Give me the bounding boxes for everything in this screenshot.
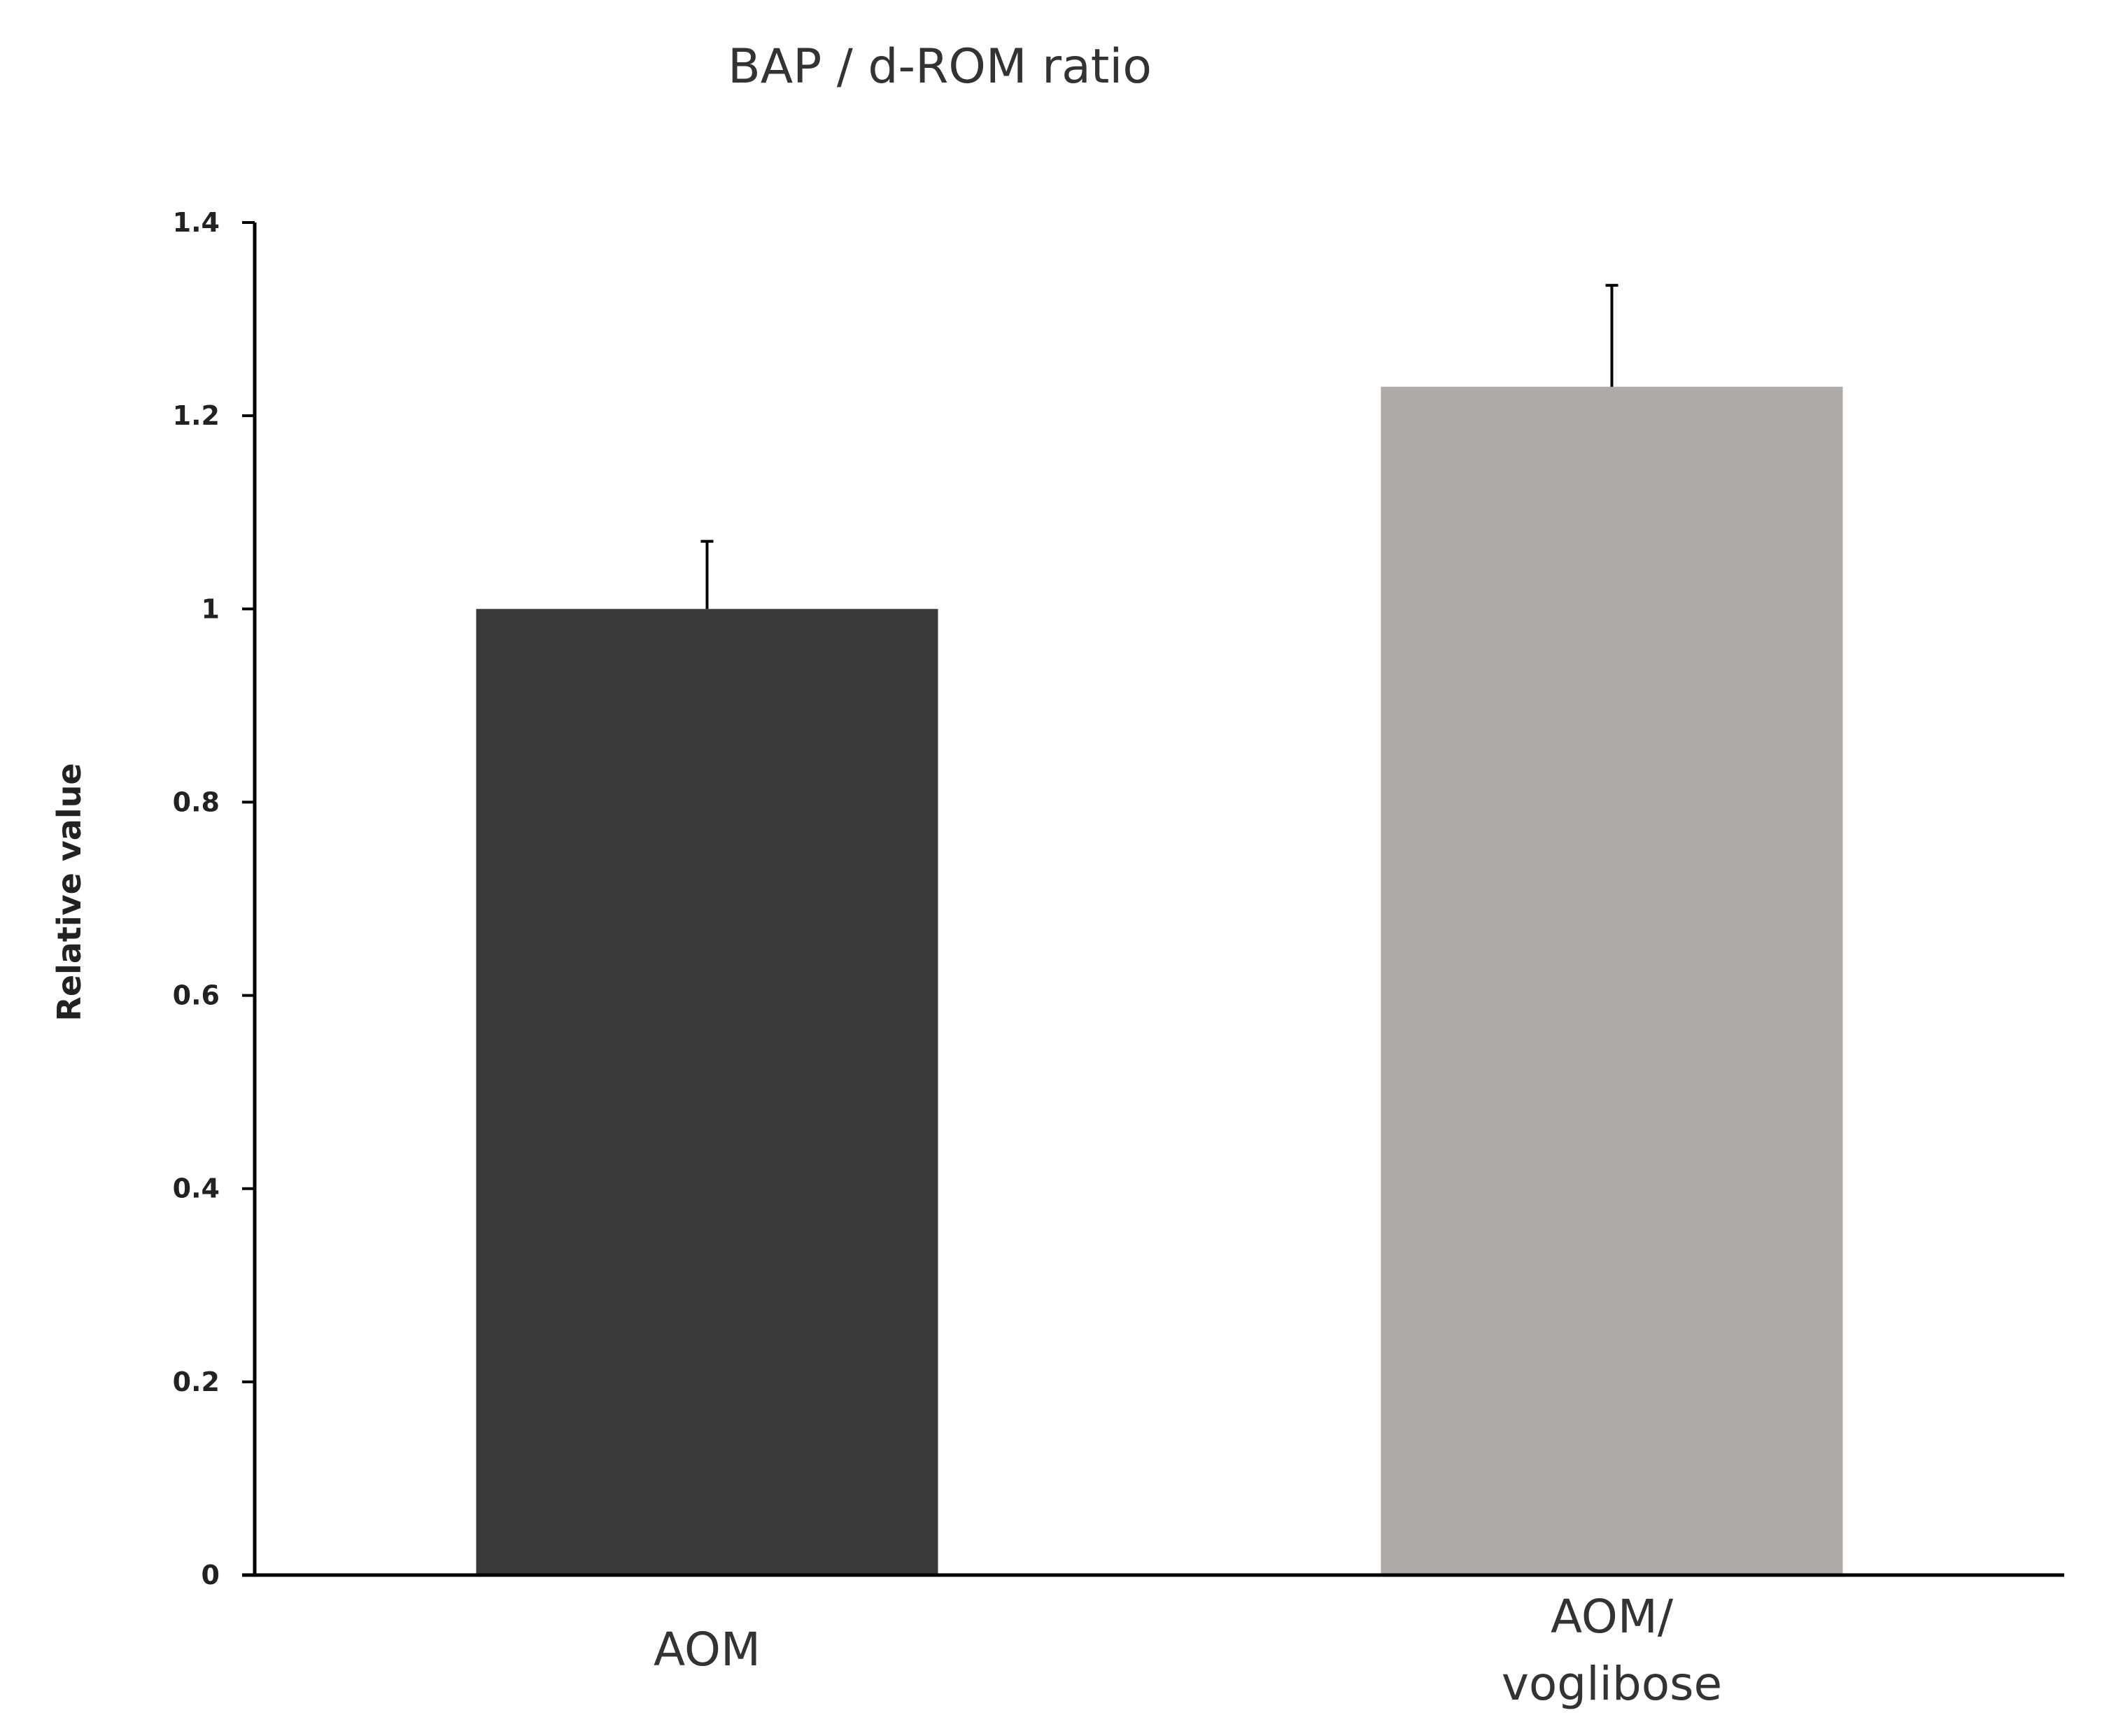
y-axis-label: Relative value — [50, 763, 88, 1021]
y-tick-label: 0.6 — [173, 980, 220, 1011]
x-category-label: AOM — [654, 1623, 761, 1677]
y-tick-label: 0.8 — [173, 786, 220, 817]
chart-title: BAP / d-ROM ratio — [728, 39, 1152, 94]
axes — [242, 223, 2064, 1577]
bar — [1381, 386, 1843, 1575]
bars-group — [476, 386, 1843, 1576]
y-tick-label: 1 — [202, 593, 220, 624]
y-tick-label: 1.4 — [173, 207, 220, 238]
x-category-label: voglibose — [1502, 1657, 1722, 1711]
y-tick-label: 0 — [202, 1560, 220, 1590]
y-tick-label: 0.2 — [173, 1367, 220, 1397]
y-tick-label: 0.4 — [173, 1173, 220, 1204]
y-axis-ticks: 0 0.2 0.4 0.6 0.8 1 1.2 1.4 — [173, 207, 255, 1590]
x-category-label: AOM/ — [1551, 1590, 1674, 1644]
y-tick-label: 1.2 — [173, 400, 220, 431]
x-axis-category-labels: AOM AOM/voglibose — [654, 1590, 1722, 1711]
error-bars-group — [700, 283, 1618, 609]
bar — [476, 609, 938, 1576]
